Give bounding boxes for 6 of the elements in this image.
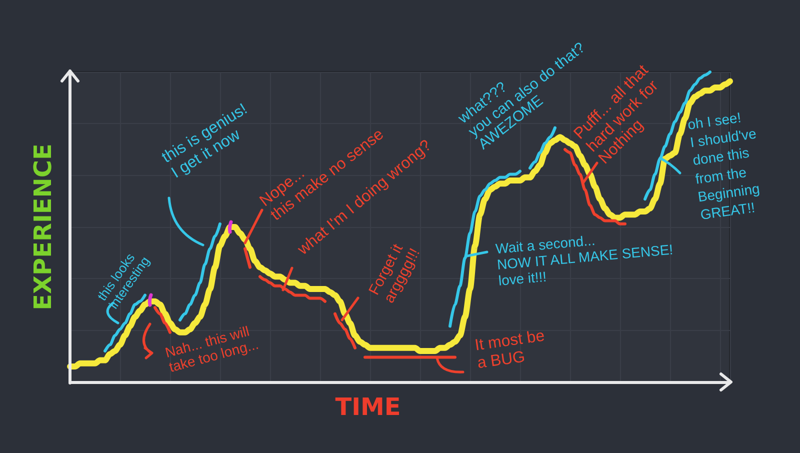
annotation: Nah... this will take too long... bbox=[163, 322, 260, 376]
annotation: It most be a BUG bbox=[474, 328, 547, 372]
annotation: oh I see! I should've done this from the Beginning GREAT!! bbox=[686, 108, 762, 224]
y-axis-title: EXPERIENCE bbox=[29, 144, 57, 310]
annotation: Wait a second... NOW IT ALL MAKE SENSE! love it!!! bbox=[494, 230, 675, 289]
x-axis-title: TIME bbox=[335, 393, 401, 421]
